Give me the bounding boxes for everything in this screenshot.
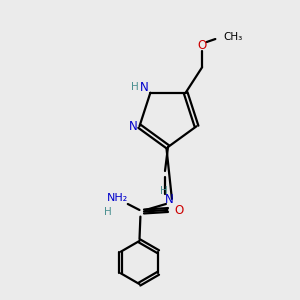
Text: O: O [175,203,184,217]
Text: H: H [131,82,139,92]
Text: CH₃: CH₃ [224,32,243,42]
Text: H: H [160,186,168,196]
Text: N: N [140,81,148,94]
Text: N: N [128,120,137,133]
Text: N: N [164,193,173,206]
Text: NH₂: NH₂ [107,193,128,203]
Text: O: O [197,39,207,52]
Text: H: H [104,207,112,217]
